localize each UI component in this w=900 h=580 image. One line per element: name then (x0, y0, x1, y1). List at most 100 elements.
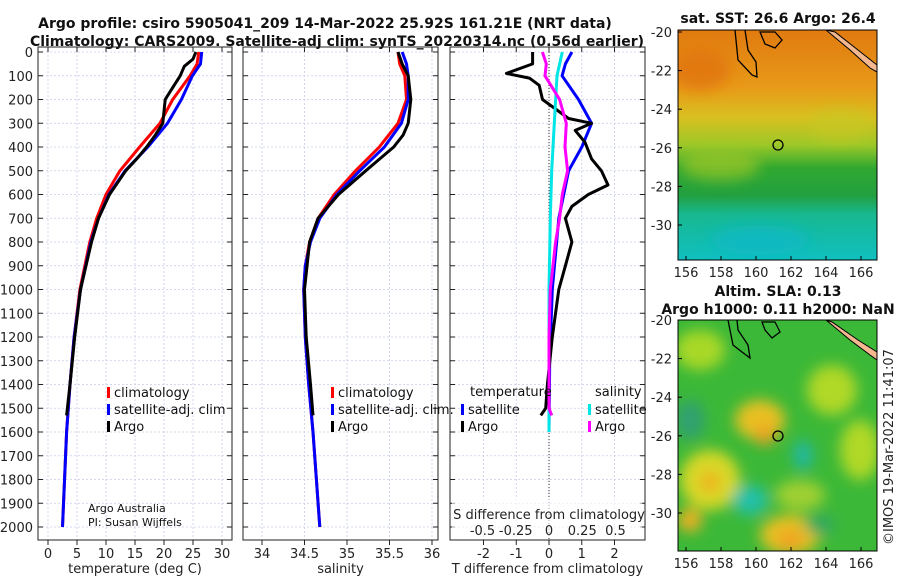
x-tick-label: 0 (545, 547, 553, 562)
y-tick-label: 1000 (0, 284, 33, 299)
x-tick-label: 20 (156, 547, 173, 562)
y-tick-label: 400 (8, 141, 33, 156)
x-tick-label: -1 (510, 547, 523, 562)
s-diff-tick-label: 0 (545, 524, 553, 539)
series-line-argo (65, 51, 198, 416)
legend-swatch (331, 404, 334, 415)
legend-swatch (588, 421, 591, 432)
credit-line2: PI: Susan Wijffels (88, 516, 182, 529)
legend-item: satellite-adj. clim (114, 403, 226, 418)
x-axis-label: salinity (317, 562, 364, 577)
credit-line1: Argo Australia (88, 502, 166, 515)
legend-swatch (107, 404, 110, 415)
series-line-s-argo (540, 51, 570, 416)
map-lon-tick: 166 (849, 266, 874, 281)
map-lat-tick: -20 (651, 26, 672, 41)
map-lon-tick: 160 (744, 557, 769, 572)
panel-frame (242, 46, 439, 541)
y-tick-label: 1600 (0, 426, 33, 441)
map-lon-tick: 158 (709, 266, 734, 281)
map-lat-tick: -20 (651, 314, 672, 329)
y-tick-label: 700 (8, 212, 33, 227)
y-tick-label: 1100 (0, 307, 33, 322)
legend-swatch (588, 404, 591, 415)
sst-map-frame (677, 29, 878, 261)
y-tick-label: 900 (8, 260, 33, 275)
x-tick-label: 35 (339, 547, 356, 562)
x-tick-label: 35.5 (375, 547, 404, 562)
legend-title-salinity: salinity (595, 385, 642, 400)
y-tick-label: 1700 (0, 450, 33, 465)
s-diff-tick-label: -0.5 (470, 524, 495, 539)
y-tick-label: 600 (8, 189, 33, 204)
map-lon-tick: 166 (849, 557, 874, 572)
legend-swatch (331, 387, 334, 398)
y-tick-label: 1400 (0, 379, 33, 394)
y-tick-label: 500 (8, 165, 33, 180)
figure-title-line2: Climatology: CARS2009. Satellite-adj cli… (30, 34, 644, 50)
series-line-t-satellite (547, 51, 594, 433)
map-lat-tick: -30 (651, 219, 672, 234)
legend-item: climatology (114, 386, 190, 401)
y-tick-label: 1900 (0, 497, 33, 512)
series-line-argo (303, 51, 413, 416)
map-lon-tick: 164 (814, 266, 839, 281)
legend-item: Argo (338, 420, 368, 435)
y-tick-label: 300 (8, 117, 33, 132)
legend-item: Argo (595, 420, 625, 435)
x-tick-label: 34 (254, 547, 271, 562)
y-tick-label: 1200 (0, 331, 33, 346)
legend-swatch (461, 404, 464, 415)
sst-map: sat. SST: 26.6 Argo: 26.4 156 158 160 162 16… (651, 11, 878, 281)
sla-map-title1: Altim. SLA: 0.13 (714, 284, 841, 300)
x-tick-label: 25 (185, 547, 202, 562)
x-tick-label: 30 (214, 547, 231, 562)
legend-swatch (107, 387, 110, 398)
map-lat-tick: -30 (651, 507, 672, 522)
legend-swatch (331, 421, 334, 432)
legend-item: Argo (468, 420, 498, 435)
panel-temperature: 0 5 10 15 20 25 30 temperature (deg C) (37, 46, 233, 577)
map-lat-tick: -24 (651, 103, 672, 118)
y-tick-label: 1300 (0, 355, 33, 370)
x-tick-label: 15 (127, 547, 144, 562)
legend-item: satellite (595, 403, 647, 418)
map-lat-tick: -28 (651, 180, 672, 195)
legend-title-temperature: temperature (470, 385, 552, 400)
legend-swatch (461, 421, 464, 432)
map-lat-tick: -22 (651, 65, 672, 80)
x-axis-label: T difference from climatology (451, 562, 644, 577)
coastline (734, 30, 758, 78)
s-diff-tick-label: -0.25 (499, 524, 533, 539)
x-tick-label: 36 (424, 547, 441, 562)
sst-map-title: sat. SST: 26.6 Argo: 26.4 (680, 11, 876, 27)
panel-frame (449, 46, 646, 541)
map-lon-tick: 158 (709, 557, 734, 572)
y-tick-label: 800 (8, 236, 33, 251)
s-diff-tick-label: 0.5 (605, 524, 626, 539)
legend-item: satellite-adj. clim. (338, 403, 454, 418)
y-tick-label: 0 (25, 46, 33, 61)
map-lon-tick: 156 (674, 557, 699, 572)
map-lat-tick: -26 (651, 142, 672, 157)
y-tick-label: 1800 (0, 474, 33, 489)
x-tick-label: 34.5 (290, 547, 319, 562)
legend-item: Argo (114, 420, 144, 435)
x-tick-label: -2 (477, 547, 490, 562)
x-tick-label: 0 (44, 547, 52, 562)
s-diff-axis-label: S difference from climatology (453, 508, 645, 523)
legend-item: satellite (468, 403, 520, 418)
float-location-marker (772, 430, 784, 442)
sla-map: Altim. SLA: 0.13 Argo h1000: 0.11 h2000:… (651, 284, 895, 572)
map-lon-tick: 162 (779, 557, 804, 572)
legend-swatch (107, 421, 110, 432)
x-tick-label: 10 (98, 547, 115, 562)
map-lat-tick: -24 (651, 391, 672, 406)
y-tick-label: 200 (8, 94, 33, 109)
y-tick-label: 100 (8, 70, 33, 85)
coastline (727, 320, 751, 360)
panel-salinity: 34 34.5 35 35.5 36 salinity (242, 46, 441, 577)
y-tick-label: 1500 (0, 402, 33, 417)
